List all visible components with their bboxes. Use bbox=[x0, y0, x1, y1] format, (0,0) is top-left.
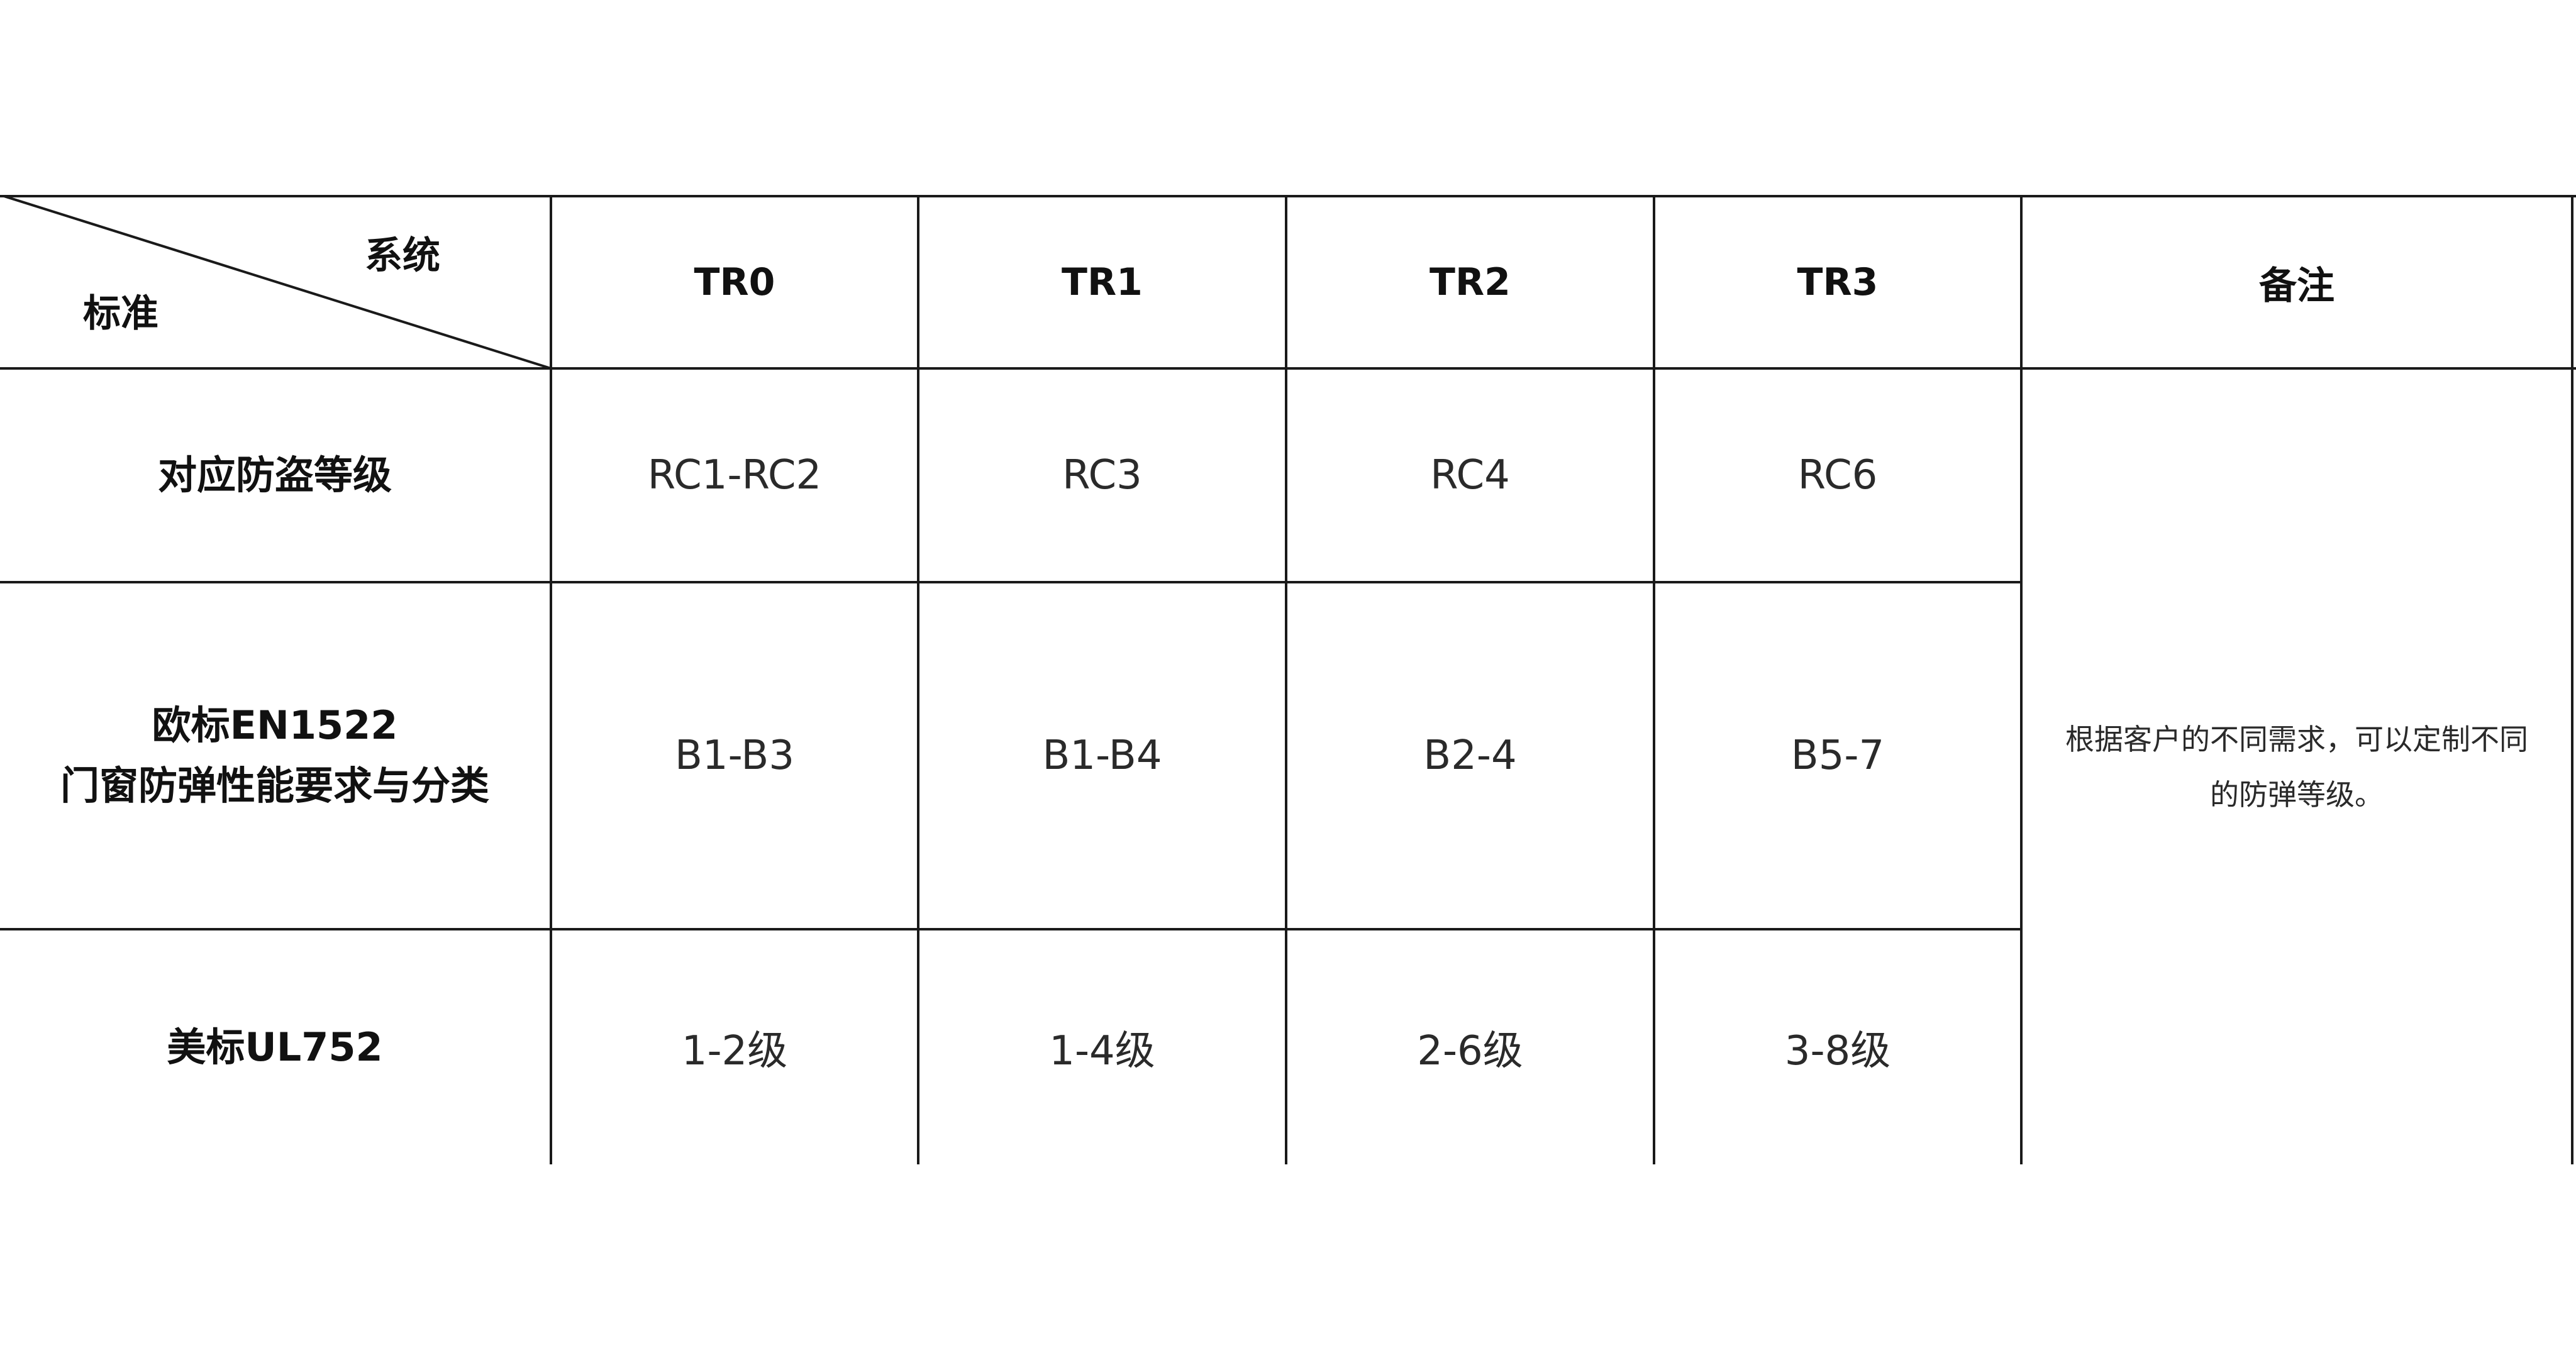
table-cell: 1-2级 bbox=[681, 1028, 788, 1074]
row-label-en1522: 欧标EN1522 门窗防弹性能要求与分类 bbox=[0, 583, 550, 928]
column-header-tr1: TR1 bbox=[1062, 260, 1143, 304]
table-rule-top bbox=[0, 195, 2576, 197]
remark-line: 根据客户的不同需求，可以定制不同 bbox=[2065, 722, 2528, 756]
row-label-ul752: 美标UL752 bbox=[0, 930, 550, 1164]
row-label-anti-theft-grade: 对应防盗等级 bbox=[0, 370, 550, 581]
table-rule-col1 bbox=[550, 195, 552, 1164]
table-cell: 2-6级 bbox=[1417, 1028, 1523, 1074]
grade-comparison-table: 系统 标准 TR0 TR1 TR2 TR3 备注 对应防盗等级 RC1-RC2 … bbox=[0, 195, 2576, 1164]
corner-diagonal-line bbox=[0, 195, 552, 370]
row-label-line: 对应防盗等级 bbox=[157, 452, 392, 498]
table-rule-col3 bbox=[1285, 195, 1287, 1164]
table-rule-col2 bbox=[917, 195, 919, 1164]
row-label-line: 美标UL752 bbox=[167, 1024, 383, 1070]
column-header-remark: 备注 bbox=[2259, 263, 2334, 308]
table-cell: RC6 bbox=[1797, 452, 1878, 499]
table-cell: B2-4 bbox=[1423, 732, 1517, 779]
row-label-line: 门窗防弹性能要求与分类 bbox=[60, 763, 489, 809]
table-cell: B1-B4 bbox=[1042, 732, 1162, 779]
table-rule-col5 bbox=[2020, 195, 2023, 1164]
column-header-tr0: TR0 bbox=[694, 260, 775, 304]
table-rule-row1-bottom bbox=[0, 581, 2023, 583]
table-cell: B1-B3 bbox=[674, 732, 795, 779]
row-label-line: 欧标EN1522 bbox=[152, 702, 398, 748]
column-header-tr2: TR2 bbox=[1430, 260, 1511, 304]
table-cell: 3-8级 bbox=[1784, 1028, 1891, 1074]
table-rule-header-bottom bbox=[0, 367, 2576, 370]
remark-line: 的防弹等级。 bbox=[2210, 778, 2384, 812]
table-cell: 1-4级 bbox=[1049, 1028, 1155, 1074]
table-cell: RC1-RC2 bbox=[647, 452, 822, 499]
column-header-tr3: TR3 bbox=[1797, 260, 1879, 304]
table-cell: RC3 bbox=[1062, 452, 1142, 499]
table-rule-col4 bbox=[1653, 195, 1655, 1164]
corner-label-system: 系统 bbox=[365, 234, 440, 278]
remark-cell: 根据客户的不同需求，可以定制不同 的防弹等级。 bbox=[2023, 370, 2571, 1164]
table-rule-row2-bottom bbox=[0, 928, 2023, 930]
table-cell: RC4 bbox=[1430, 452, 1510, 499]
corner-label-standard: 标准 bbox=[83, 292, 158, 336]
table-cell: B5-7 bbox=[1790, 732, 1885, 779]
table-rule-right bbox=[2571, 195, 2573, 1164]
